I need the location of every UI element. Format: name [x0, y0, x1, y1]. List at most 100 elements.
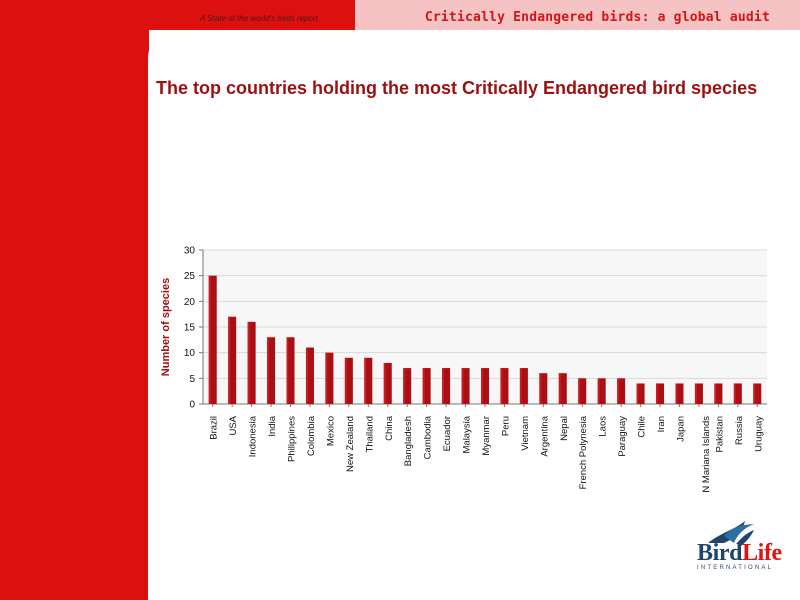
bar	[403, 368, 412, 404]
x-axis-tick-label: New Zealand	[345, 416, 356, 472]
bar-highlight	[344, 357, 347, 404]
bar-highlight	[364, 357, 367, 404]
x-axis-tick-label: Malaysia	[462, 415, 473, 453]
x-axis-tick-label: Argentina	[539, 415, 550, 456]
bar-highlight	[519, 368, 522, 404]
x-axis-tick-label: Brazil	[209, 416, 220, 440]
bar	[656, 383, 665, 404]
bar	[364, 357, 373, 404]
bar-highlight	[733, 383, 736, 404]
bar-highlight	[305, 347, 308, 404]
x-axis-tick-label: Nepal	[559, 416, 570, 441]
bar-highlight	[539, 373, 542, 404]
bar	[228, 316, 237, 404]
x-axis-tick-label: Thailand	[364, 416, 375, 452]
logo-subtitle: INTERNATIONAL	[697, 565, 774, 571]
x-axis-tick-label: Colombia	[306, 415, 317, 456]
x-axis-tick-label: China	[384, 415, 395, 441]
bar	[714, 383, 723, 404]
bar-highlight	[597, 378, 600, 404]
bar-highlight	[208, 275, 211, 404]
x-axis-tick-label: Uruguay	[753, 416, 764, 452]
x-axis-tick-label: N Mariana Islands	[701, 416, 712, 493]
bar-highlight	[617, 378, 620, 404]
x-axis-tick-label: Cambodia	[423, 415, 434, 459]
x-axis-tick-label: Ecuador	[442, 416, 453, 451]
x-axis-tick-label: Philippines	[287, 416, 298, 462]
bar	[208, 275, 217, 404]
bar-highlight	[403, 368, 406, 404]
x-axis-tick-label: Russia	[734, 415, 745, 445]
bar	[286, 337, 295, 404]
bar	[675, 383, 684, 404]
x-axis-tick-label: Paraguay	[617, 416, 628, 457]
x-axis-tick-label: Myanmar	[481, 416, 492, 456]
bar-highlight	[247, 321, 250, 404]
y-axis-tick-label: 15	[184, 323, 196, 334]
bar-highlight	[636, 383, 639, 404]
birdlife-logo: BirdLife INTERNATIONAL	[690, 518, 786, 574]
bar	[481, 368, 489, 404]
bar	[344, 357, 353, 404]
bar-highlight	[325, 352, 328, 404]
x-axis-tick-label: Pakistan	[714, 416, 725, 452]
y-axis-tick-label: 25	[184, 271, 196, 282]
x-axis-tick-label: Bangladesh	[403, 416, 414, 466]
bar	[539, 373, 548, 404]
bar-highlight	[228, 316, 231, 404]
bar	[247, 321, 256, 404]
bar	[461, 368, 470, 404]
x-axis-tick-label: Mexico	[325, 416, 336, 446]
report-label: A State of the world’s birds report	[200, 14, 318, 23]
bar-highlight	[461, 368, 464, 404]
bar	[733, 383, 742, 404]
bar	[519, 368, 528, 404]
y-axis-tick-label: 5	[189, 374, 195, 385]
x-axis-tick-label: Japan	[675, 416, 686, 442]
bar	[383, 362, 392, 404]
bar-highlight	[422, 368, 425, 404]
bar	[694, 383, 703, 404]
logo-name: BirdLife	[697, 541, 782, 565]
bar-highlight	[558, 373, 561, 404]
bar-highlight	[286, 337, 289, 404]
bar-highlight	[383, 362, 386, 404]
bar-highlight	[578, 378, 581, 404]
bar	[617, 378, 626, 404]
bar	[325, 352, 334, 404]
y-axis-tick-label: 20	[184, 297, 196, 308]
y-axis-tick-label: 0	[189, 400, 195, 411]
left-red-panel	[0, 0, 149, 600]
bar	[753, 383, 762, 404]
header-title: Critically Endangered birds: a global au…	[424, 10, 770, 25]
y-axis-tick-label: 10	[184, 348, 196, 359]
bar-highlight	[442, 368, 445, 404]
bar	[267, 337, 276, 404]
bar-highlight	[714, 383, 717, 404]
x-axis-tick-label: India	[267, 415, 278, 436]
x-axis-tick-label: Iran	[656, 416, 667, 432]
logo-name-life: Life	[742, 540, 782, 566]
x-axis-tick-label: USA	[228, 415, 239, 435]
bar-highlight	[267, 337, 270, 404]
bar-highlight	[481, 368, 483, 404]
logo-name-bird: Bird	[697, 540, 743, 566]
x-axis-tick-label: Peru	[500, 416, 511, 436]
x-axis-tick-label: Laos	[598, 416, 609, 437]
bar-highlight	[500, 368, 503, 404]
bar	[597, 378, 606, 404]
x-axis-tick-label: French Polynesia	[578, 415, 589, 489]
bird-logo-icon	[708, 521, 754, 546]
bar	[442, 368, 451, 404]
bar-highlight	[675, 383, 678, 404]
bar	[558, 373, 567, 404]
bar	[500, 368, 509, 404]
bar-highlight	[656, 383, 659, 404]
bar	[422, 368, 431, 404]
y-axis-label: Number of species	[160, 278, 172, 376]
x-axis-tick-label: Vietnam	[520, 416, 531, 451]
bar-highlight	[753, 383, 756, 404]
bar	[578, 378, 587, 404]
